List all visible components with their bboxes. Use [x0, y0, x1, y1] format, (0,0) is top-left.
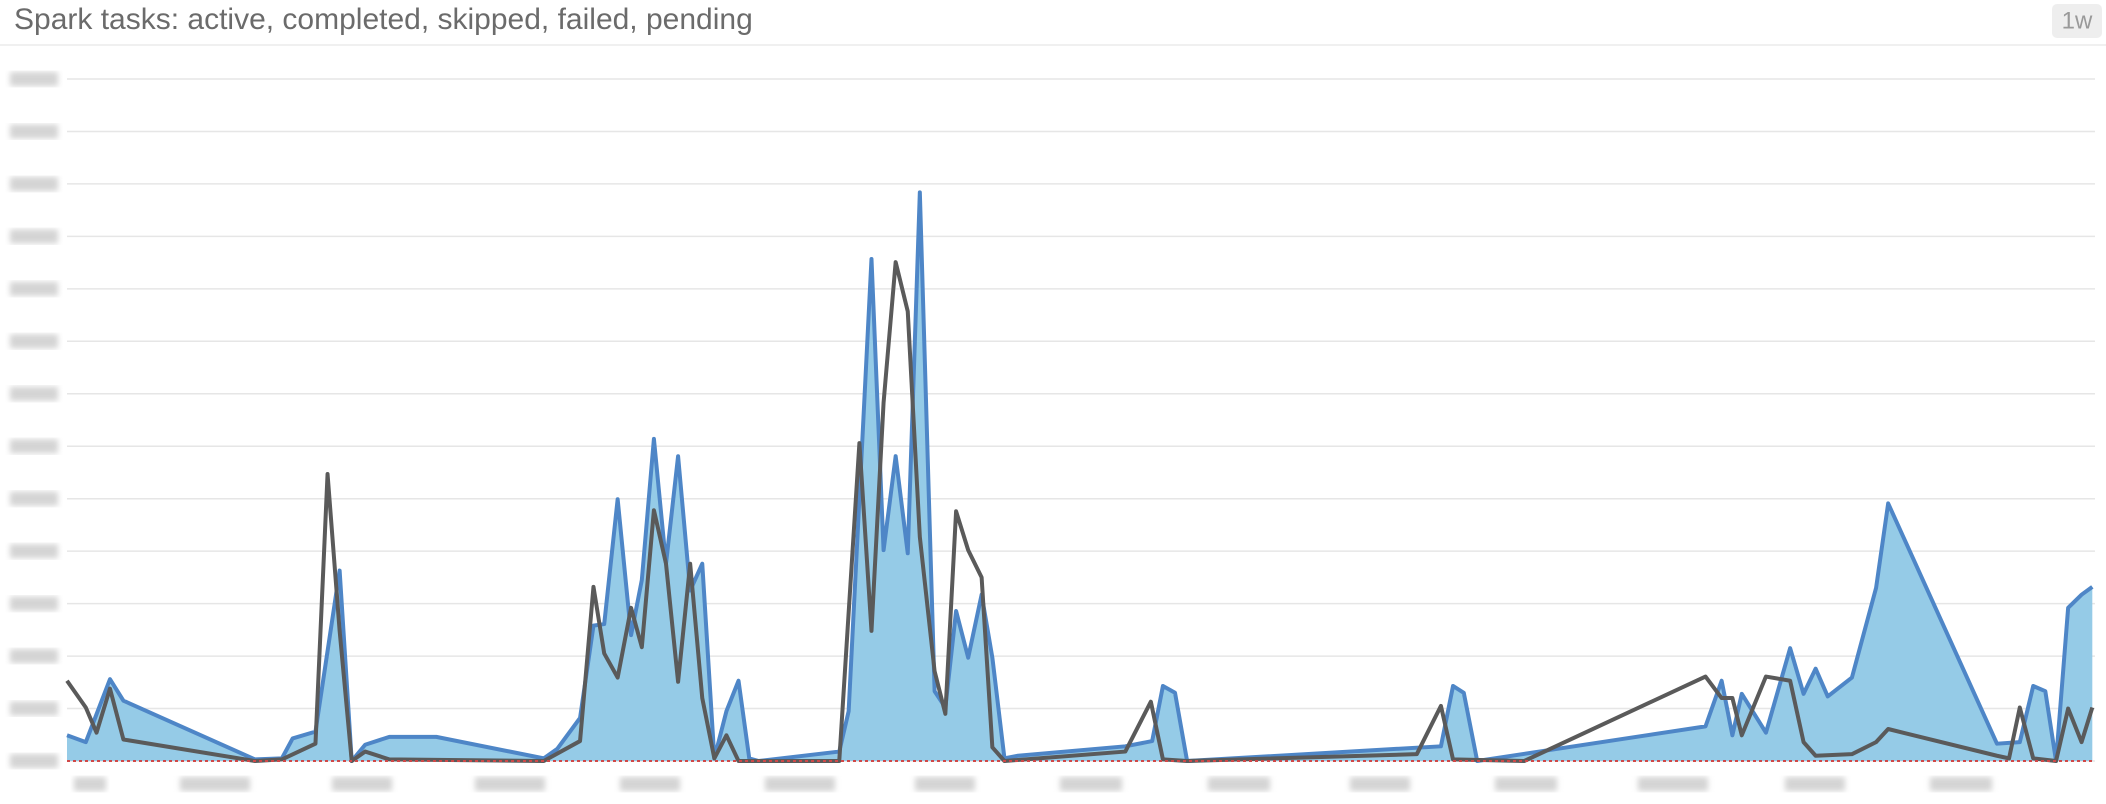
blurred-label — [620, 777, 680, 791]
blurred-tick-label — [10, 649, 58, 664]
blurred-label — [1495, 777, 1557, 791]
area-fill — [67, 192, 2093, 762]
blurred-tick-label — [10, 124, 58, 139]
blurred-tick-label — [10, 544, 58, 559]
blurred-label — [1208, 777, 1270, 791]
blurred-label — [915, 777, 975, 791]
blurred-label — [74, 777, 106, 791]
blurred-label — [332, 777, 392, 791]
blurred-tick-label — [10, 72, 58, 86]
blurred-label — [1350, 777, 1410, 791]
blurred-label — [1930, 777, 1992, 791]
blurred-label — [1060, 777, 1122, 791]
area-outline — [66, 190, 2094, 763]
blurred-tick-label — [10, 754, 58, 768]
blurred-tick-label — [10, 386, 58, 401]
blurred-tick-label — [10, 229, 58, 244]
blurred-label — [765, 777, 835, 791]
x-axis-labels — [74, 777, 1992, 791]
blurred-label — [1638, 777, 1708, 791]
timeframe-label[interactable]: 1w — [2062, 7, 2093, 34]
blurred-label — [475, 777, 545, 791]
blurred-tick-label — [10, 439, 58, 454]
blurred-tick-label — [10, 334, 58, 349]
blurred-tick-label — [10, 281, 58, 296]
blurred-tick-label — [10, 491, 58, 506]
timeframe-badge[interactable] — [2052, 4, 2102, 38]
blurred-label — [1785, 777, 1845, 791]
blurred-tick-label — [10, 596, 58, 611]
blurred-tick-label — [10, 701, 58, 716]
widget-title: Spark tasks: active, completed, skipped,… — [14, 3, 753, 36]
blurred-label — [180, 777, 250, 791]
blurred-tick-label — [10, 176, 58, 191]
series-line — [65, 260, 2095, 763]
